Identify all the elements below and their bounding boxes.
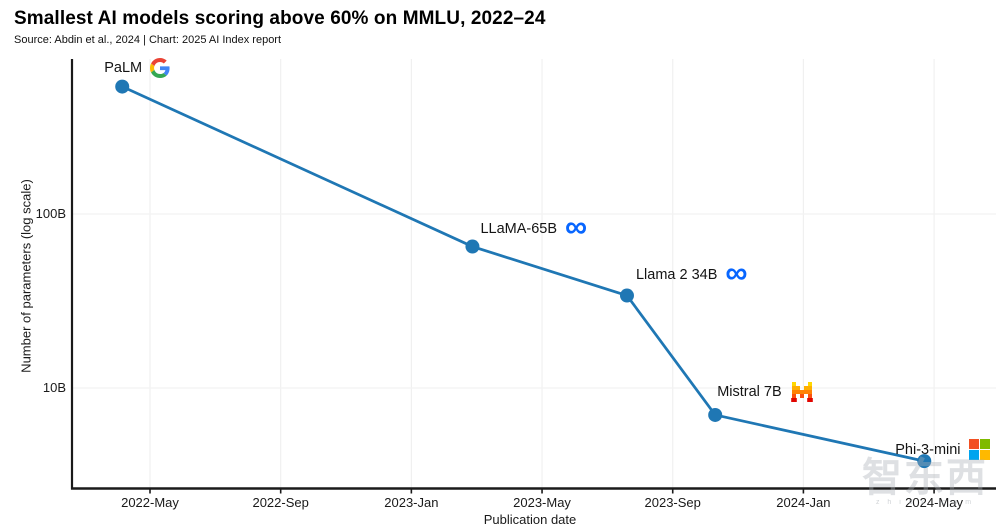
data-point [465,239,480,254]
meta-icon: ∞ [565,209,588,245]
point-label-mistral-7b: Mistral 7B [717,381,813,404]
y-tick-label: 100B [35,206,66,221]
x-axis-title: Publication date [483,512,577,527]
google-icon [150,58,170,79]
point-label-llama-2-34b: Llama 2 34B ∞ [635,255,748,291]
model-name: PaLM [104,60,143,77]
x-tick-label: 2023-Sep [644,495,701,510]
chart-title: Smallest AI models scoring above 60% on … [14,8,546,29]
model-name: Llama 2 34B [635,267,718,284]
data-point [115,79,130,94]
x-tick-label: 2023-Jan [384,495,439,510]
data-point [708,407,723,422]
meta-icon: ∞ [725,255,748,291]
model-name: LLaMA-65B [480,221,558,238]
model-name: Mistral 7B [717,384,782,401]
x-tick-label: 2022-May [121,495,179,510]
point-label-palm: PaLM [104,57,170,80]
point-label-phi-3-mini: Phi-3-mini [895,438,990,461]
mistral-icon [790,382,814,403]
x-tick-label: 2024-May [905,495,963,510]
x-tick-label: 2022-Sep [252,495,309,510]
chart-subtitle: Source: Abdin et al., 2024 | Chart: 2025… [14,34,282,46]
data-point [917,454,932,469]
point-label-llama-65b: LLaMA-65B ∞ [480,209,588,245]
y-tick-label: 10B [42,380,66,395]
x-tick-label: 2024-Jan [776,495,831,510]
x-tick-label: 2023-May [513,495,571,510]
data-point [619,288,634,303]
model-name: Phi-3-mini [895,441,961,458]
microsoft-icon [968,439,990,461]
